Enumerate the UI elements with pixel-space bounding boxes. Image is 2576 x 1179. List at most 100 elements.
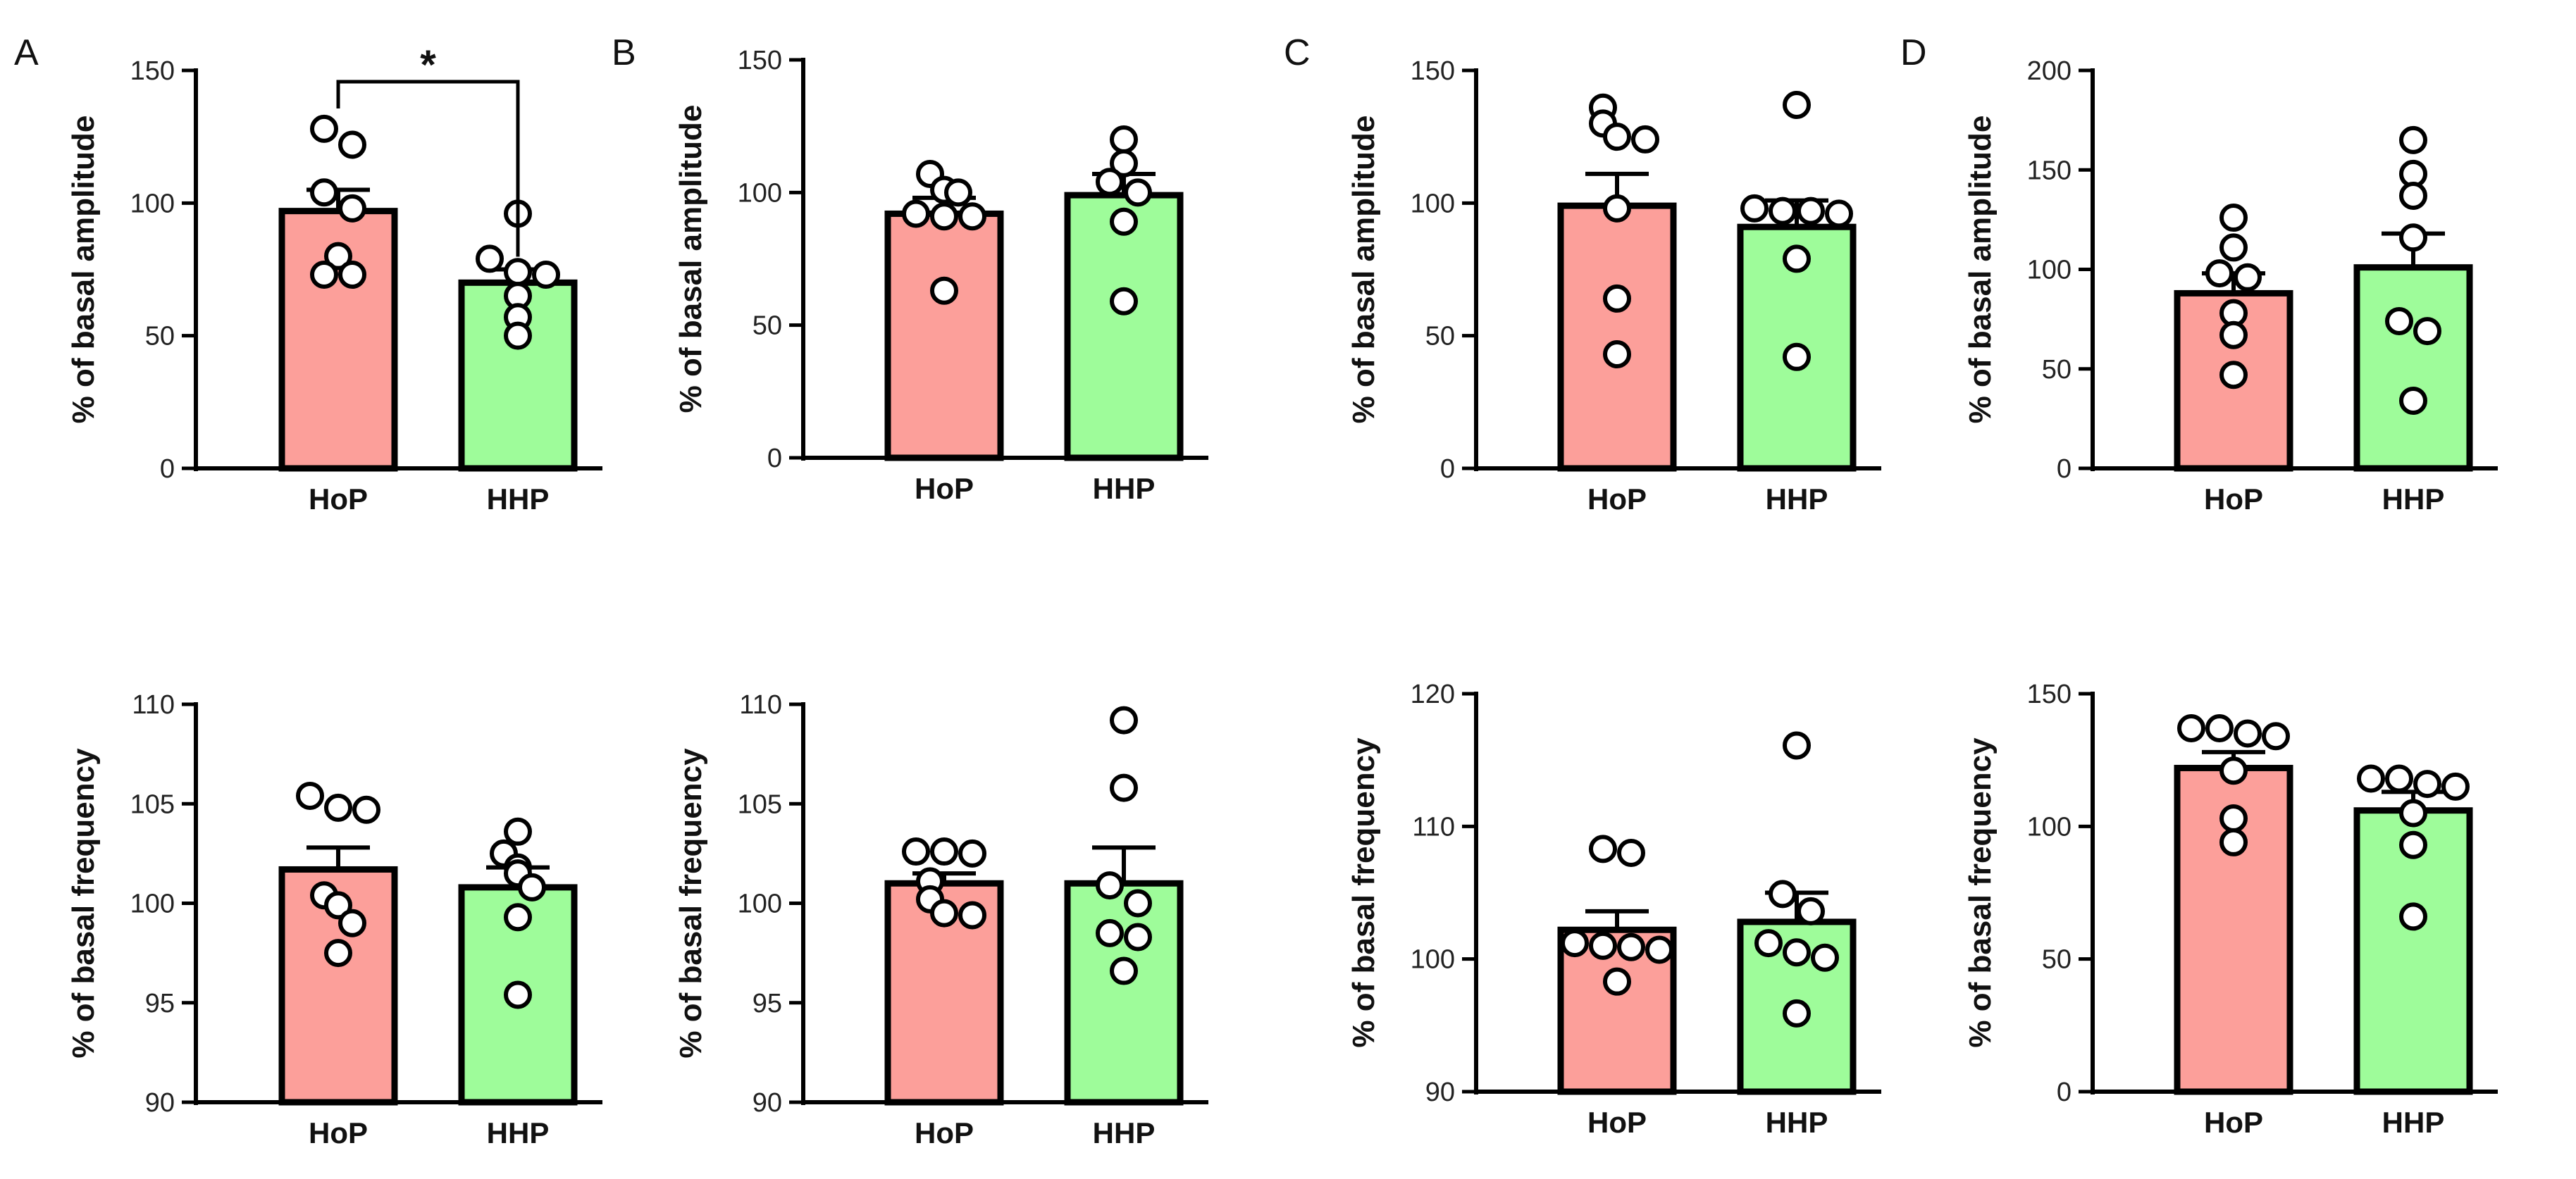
data-point-hhp bbox=[1110, 125, 1138, 154]
data-point-hop bbox=[1603, 123, 1631, 151]
y-axis-title: % of basal frequency bbox=[1346, 737, 1381, 1048]
data-point-hop bbox=[310, 114, 338, 143]
data-point-hop bbox=[1603, 194, 1631, 223]
data-point-hhp bbox=[504, 258, 532, 287]
data-point-hop bbox=[1603, 967, 1631, 996]
y-tick-label: 100 bbox=[1411, 189, 1455, 218]
data-point-hhp bbox=[2385, 764, 2413, 793]
data-point-hop bbox=[958, 202, 986, 231]
data-point-hop bbox=[2219, 320, 2248, 349]
data-point-hop bbox=[2219, 828, 2248, 856]
y-tick-label: 50 bbox=[2042, 355, 2072, 385]
y-tick-label: 150 bbox=[738, 46, 782, 75]
data-point-hop bbox=[930, 276, 958, 305]
data-point-hop bbox=[2205, 259, 2234, 288]
x-tick-label-hop: HoP bbox=[309, 482, 368, 516]
data-point-hhp bbox=[518, 873, 546, 902]
data-point-hop bbox=[2234, 263, 2262, 292]
y-tick-label: 105 bbox=[130, 790, 175, 819]
data-point-hhp bbox=[1797, 196, 1825, 225]
y-tick-label: 150 bbox=[1411, 56, 1455, 86]
data-point-hop bbox=[2219, 361, 2248, 389]
chart-c-amplitude: HoP HHP 0 50 100 150 % of basal amplitude bbox=[1346, 56, 1881, 516]
data-point-hhp bbox=[2399, 181, 2427, 210]
significance-bracket bbox=[336, 80, 520, 257]
chart-d-frequency: HoP HHP 0 50 100 150 % of basal frequency bbox=[1963, 680, 2498, 1139]
data-point-hhp bbox=[1110, 207, 1138, 236]
bar-hhp bbox=[2353, 264, 2473, 472]
y-tick-label: 110 bbox=[132, 690, 175, 720]
y-tick-label: 150 bbox=[130, 56, 175, 86]
data-point-hop bbox=[352, 795, 380, 824]
data-point-hop bbox=[324, 793, 352, 822]
data-point-hhp bbox=[1769, 196, 1797, 225]
data-point-hhp bbox=[1096, 871, 1124, 900]
y-axis-title: % of basal amplitude bbox=[1346, 116, 1381, 424]
data-point-hop bbox=[930, 837, 958, 866]
data-point-hhp bbox=[2413, 770, 2441, 799]
data-point-hop bbox=[2219, 204, 2248, 232]
bar-hop bbox=[1557, 202, 1677, 472]
y-tick-label: 150 bbox=[2027, 156, 2072, 185]
data-point-hop bbox=[1631, 125, 1659, 154]
y-tick-label: 0 bbox=[160, 454, 175, 484]
x-tick-label-hhp: HHP bbox=[2382, 1106, 2445, 1139]
data-point-hop bbox=[324, 939, 352, 968]
x-tick-label-hhp: HHP bbox=[1766, 1106, 1828, 1139]
x-tick-label-hhp: HHP bbox=[1093, 472, 1156, 505]
data-point-hop bbox=[2219, 233, 2248, 262]
data-point-hhp bbox=[1124, 923, 1152, 952]
panel-letter-a: A bbox=[14, 32, 39, 73]
y-tick-label: 50 bbox=[145, 322, 175, 351]
y-tick-label: 100 bbox=[2027, 256, 2072, 285]
data-point-hop bbox=[338, 261, 366, 289]
y-axis-title: % of basal amplitude bbox=[1963, 116, 1998, 424]
data-point-hhp bbox=[1110, 287, 1138, 316]
data-point-hhp bbox=[1110, 706, 1138, 735]
y-tick-label: 120 bbox=[1411, 680, 1455, 709]
y-axis-title: % of basal frequency bbox=[66, 748, 101, 1059]
data-point-hhp bbox=[1783, 999, 1811, 1028]
data-point-hop bbox=[310, 178, 338, 207]
data-point-hop bbox=[930, 202, 958, 231]
data-point-hhp bbox=[1769, 880, 1797, 909]
x-tick-label-hop: HoP bbox=[1587, 1106, 1647, 1139]
y-tick-label: 0 bbox=[767, 444, 782, 473]
chart-c-frequency: HoP HHP 90 100 110 120 % of basal frequency bbox=[1346, 680, 1881, 1139]
data-point-hop bbox=[338, 909, 366, 937]
bar-hop bbox=[884, 210, 1004, 461]
y-tick-label: 150 bbox=[2027, 680, 2072, 709]
data-point-hhp bbox=[2399, 799, 2427, 828]
data-point-hop bbox=[2234, 719, 2262, 748]
y-tick-label: 50 bbox=[2042, 945, 2072, 975]
data-point-hhp bbox=[1110, 149, 1138, 177]
data-point-hop bbox=[2205, 713, 2234, 742]
data-point-hhp bbox=[1110, 773, 1138, 802]
data-point-hhp bbox=[1783, 244, 1811, 273]
data-point-hhp bbox=[2399, 223, 2427, 252]
panel-letter-d: D bbox=[1900, 32, 1927, 73]
data-point-hop bbox=[902, 199, 930, 228]
y-tick-label: 200 bbox=[2027, 56, 2072, 86]
y-tick-label: 90 bbox=[145, 1088, 175, 1118]
y-tick-label: 90 bbox=[753, 1088, 782, 1118]
y-axis-title: % of basal frequency bbox=[674, 748, 708, 1059]
data-point-hop bbox=[958, 901, 986, 930]
data-point-hhp bbox=[532, 261, 560, 289]
data-point-hop bbox=[1589, 835, 1617, 863]
chart-a-frequency: HoP HHP 90 95 100 105 110 % of basal frequency bbox=[66, 690, 602, 1149]
x-tick-label-hop: HoP bbox=[309, 1116, 368, 1149]
x-tick-label-hop: HoP bbox=[2204, 482, 2263, 516]
data-point-hhp bbox=[504, 817, 532, 846]
data-point-hhp bbox=[2399, 386, 2427, 415]
data-point-hop bbox=[1589, 931, 1617, 960]
x-tick-label-hop: HoP bbox=[2204, 1106, 2263, 1139]
data-point-hop bbox=[958, 839, 986, 868]
data-point-hhp bbox=[1783, 731, 1811, 760]
data-point-hhp bbox=[504, 321, 532, 350]
y-tick-label: 100 bbox=[1411, 945, 1455, 975]
y-axis-title: % of basal amplitude bbox=[66, 116, 101, 424]
y-tick-label: 0 bbox=[1440, 454, 1455, 484]
x-tick-label-hhp: HHP bbox=[1093, 1116, 1156, 1149]
